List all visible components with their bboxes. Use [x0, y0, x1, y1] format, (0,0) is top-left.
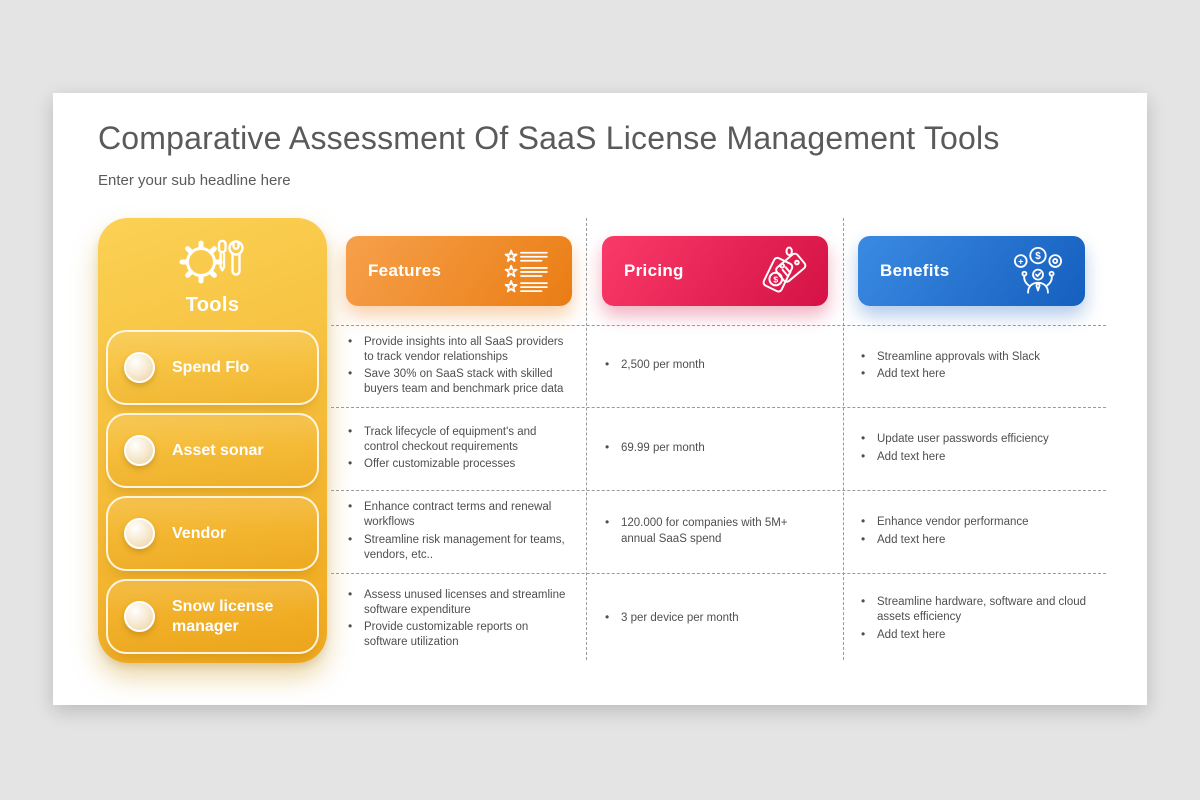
svg-text:+: + [1018, 256, 1023, 266]
cell-benefits-row2: Update user passwords efficiency Add tex… [856, 407, 1098, 490]
tool-item-spend-flo: Spend Flo [106, 330, 319, 405]
cell-benefits-row4: Streamline hardware, software and cloud … [856, 573, 1098, 665]
cell-features-row4: Assess unused licenses and streamline so… [343, 573, 573, 665]
column-divider-2 [843, 218, 844, 660]
features-header: Features [346, 236, 572, 306]
tools-column-title: Tools [185, 294, 240, 316]
cell-benefits-row1: Streamline approvals with Slack Add text… [856, 325, 1098, 407]
page-subtitle: Enter your sub headline here [98, 172, 291, 189]
row-divider-4 [331, 573, 1106, 574]
benefit-bullet: Add text here [856, 531, 1098, 548]
benefits-header-label: Benefits [880, 261, 950, 280]
tool-item-label: Vendor [172, 524, 227, 542]
person-coins-icon: $ + [1009, 245, 1067, 297]
price-tags-icon: $ [754, 245, 810, 297]
feature-bullet: Streamline risk management for teams, ve… [343, 531, 573, 563]
pricing-header: Pricing $ [602, 236, 828, 306]
gear-wrench-icon [98, 226, 327, 290]
cell-pricing-row2: 69.99 per month [600, 407, 824, 490]
star-checklist-icon [504, 249, 554, 294]
pricing-bullet: 3 per device per month [600, 610, 824, 626]
cell-features-row2: Track lifecycle of equipment's and contr… [343, 407, 573, 490]
benefit-bullet: Add text here [856, 627, 1098, 643]
row-divider-1 [331, 325, 1106, 326]
cell-features-row1: Provide insights into all SaaS providers… [343, 325, 573, 407]
pricing-bullet: 69.99 per month [600, 440, 824, 456]
tool-bullet-circle [124, 518, 155, 549]
tool-item-label: Asset sonar [172, 441, 264, 459]
benefit-bullet: Enhance vendor performance [856, 514, 1098, 530]
tools-column: Tools Spend Flo Asset sonar Vendor Snow … [98, 218, 327, 663]
cell-features-row3: Enhance contract terms and renewal workf… [343, 490, 573, 573]
feature-bullet: Track lifecycle of equipment's and contr… [343, 424, 573, 455]
pricing-bullet: 120.000 for companies with 5M+ annual Sa… [600, 515, 824, 546]
feature-bullet: Provide insights into all SaaS providers… [343, 334, 573, 365]
benefit-bullet: Streamline approvals with Slack [856, 349, 1098, 365]
cell-benefits-row3: Enhance vendor performance Add text here [856, 490, 1098, 573]
pricing-header-label: Pricing [624, 261, 684, 280]
benefit-bullet: Add text here [856, 366, 1098, 382]
feature-bullet: Save 30% on SaaS stack with skilled buye… [343, 366, 573, 397]
tool-item-snow-license-manager: Snow license manager [106, 579, 319, 654]
tool-bullet-circle [124, 352, 155, 383]
cell-pricing-row4: 3 per device per month [600, 573, 824, 665]
benefits-header: Benefits $ + [858, 236, 1085, 306]
row-divider-2 [331, 407, 1106, 408]
svg-text:$: $ [773, 274, 778, 284]
tool-list: Spend Flo Asset sonar Vendor Snow licens… [106, 330, 319, 662]
row-divider-3 [331, 490, 1106, 491]
benefit-bullet: Update user passwords efficiency [856, 431, 1098, 447]
features-header-label: Features [368, 261, 442, 280]
tool-item-label: Spend Flo [172, 358, 250, 376]
tool-bullet-circle [124, 601, 155, 632]
cell-pricing-row3: 120.000 for companies with 5M+ annual Sa… [600, 490, 824, 573]
svg-text:$: $ [1035, 251, 1041, 262]
page-title: Comparative Assessment Of SaaS License M… [98, 120, 1000, 156]
benefit-bullet: Streamline hardware, software and cloud … [856, 594, 1098, 625]
slide: Comparative Assessment Of SaaS License M… [53, 93, 1147, 705]
feature-bullet: Assess unused licenses and streamline so… [343, 587, 573, 618]
column-divider-1 [586, 218, 587, 660]
tool-item-asset-sonar: Asset sonar [106, 413, 319, 488]
tool-item-vendor: Vendor [106, 496, 319, 571]
pricing-bullet: 2,500 per month [600, 357, 824, 373]
tool-bullet-circle [124, 435, 155, 466]
feature-bullet: Offer customizable processes [343, 456, 573, 472]
cell-pricing-row1: 2,500 per month [600, 325, 824, 407]
benefit-bullet: Add text here [856, 448, 1098, 465]
feature-bullet: Provide customizable reports on software… [343, 619, 573, 650]
feature-bullet: Enhance contract terms and renewal workf… [343, 499, 573, 530]
tool-item-label: Snow license manager [172, 597, 274, 635]
